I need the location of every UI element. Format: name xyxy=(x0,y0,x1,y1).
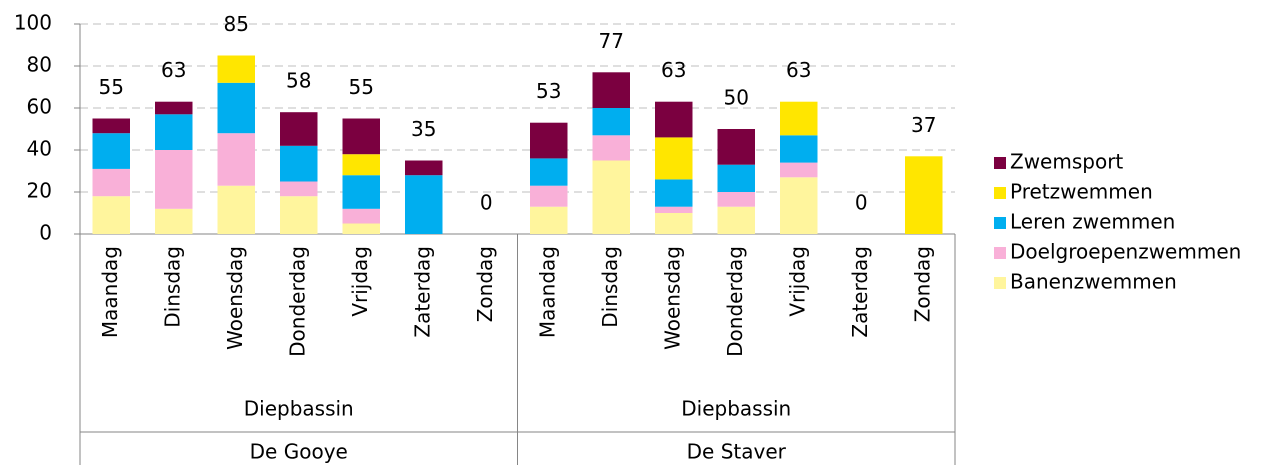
total-label: 63 xyxy=(161,58,186,82)
group-label: De Staver xyxy=(687,440,787,464)
bar-segment xyxy=(905,156,943,234)
bar-segment xyxy=(155,150,193,209)
bar-segment xyxy=(592,108,630,136)
x-tick-label: Woensdag xyxy=(660,246,684,350)
bar-segment xyxy=(217,82,255,134)
bar-segment xyxy=(342,118,380,155)
legend-swatch xyxy=(994,157,1006,169)
bar-segment xyxy=(655,179,693,207)
legend-label: Pretzwemmen xyxy=(1010,180,1153,204)
bar-segment xyxy=(530,206,568,234)
bar-segment xyxy=(217,55,255,83)
bar-segment xyxy=(280,181,318,197)
total-label: 37 xyxy=(911,113,936,137)
y-tick-label: 0 xyxy=(39,221,52,245)
total-label: 58 xyxy=(286,69,311,93)
bar-segment xyxy=(405,160,443,176)
legend-swatch xyxy=(994,217,1006,229)
y-tick-label: 80 xyxy=(27,53,52,77)
bar-segment xyxy=(780,177,818,234)
legend-label: Banenzwemmen xyxy=(1010,270,1177,294)
bar-segment xyxy=(92,133,130,169)
bar-segment xyxy=(342,208,380,224)
x-tick-label: Donderdag xyxy=(723,246,747,357)
total-label: 63 xyxy=(661,58,686,82)
bar-segment xyxy=(717,164,755,192)
y-tick-label: 100 xyxy=(14,11,52,35)
x-tick-label: Zondag xyxy=(473,246,497,322)
bar-segment xyxy=(217,185,255,234)
bar-segment xyxy=(780,135,818,163)
bar-segment xyxy=(342,175,380,209)
legend-swatch xyxy=(994,187,1006,199)
bar-segment xyxy=(155,114,193,150)
y-tick-label: 60 xyxy=(27,95,52,119)
subgroup-label: Diepbassin xyxy=(681,397,791,421)
x-tick-label: Woensdag xyxy=(223,246,247,350)
bar-segment xyxy=(655,213,693,234)
bar-segment xyxy=(155,101,193,115)
x-tick-label: Dinsdag xyxy=(598,246,622,328)
legend-swatch xyxy=(994,277,1006,289)
bar-segment xyxy=(217,133,255,186)
bar-segment xyxy=(92,168,130,197)
bar-segment xyxy=(280,112,318,146)
total-label: 55 xyxy=(99,75,124,99)
bar-segment xyxy=(530,158,568,186)
bar-segment xyxy=(592,72,630,108)
x-tick-label: Vrijdag xyxy=(348,246,372,317)
bar-segment xyxy=(405,175,443,234)
subgroup-label: Diepbassin xyxy=(244,397,354,421)
legend-label: Zwemsport xyxy=(1010,150,1123,174)
total-label: 53 xyxy=(536,79,561,103)
legend-label: Leren zwemmen xyxy=(1010,210,1175,234)
total-label: 63 xyxy=(786,58,811,82)
total-label: 77 xyxy=(599,29,624,53)
x-tick-label: Maandag xyxy=(535,246,559,338)
legend-swatch xyxy=(994,247,1006,259)
total-label: 0 xyxy=(480,191,493,215)
bar-segment xyxy=(280,145,318,182)
bar-segment xyxy=(342,223,380,234)
bar-segment xyxy=(655,101,693,138)
bar-segment xyxy=(280,196,318,234)
y-tick-label: 40 xyxy=(27,137,52,161)
total-label: 50 xyxy=(724,86,749,110)
bar-segment xyxy=(780,101,818,136)
bar-segment xyxy=(592,160,630,234)
bar-segment xyxy=(655,206,693,213)
bar-segment xyxy=(717,192,755,207)
x-tick-label: Zaterdag xyxy=(410,246,434,338)
total-label: 35 xyxy=(411,117,436,141)
bar-segment xyxy=(717,129,755,165)
x-tick-label: Donderdag xyxy=(285,246,309,357)
bar-segment xyxy=(92,196,130,234)
x-tick-label: Dinsdag xyxy=(160,246,184,328)
total-label: 85 xyxy=(224,12,249,36)
group-label: De Gooye xyxy=(250,440,348,464)
total-label: 55 xyxy=(349,75,374,99)
bar-segment xyxy=(92,118,130,134)
total-label: 0 xyxy=(855,191,868,215)
bar-segment xyxy=(155,208,193,234)
y-tick-label: 20 xyxy=(27,179,52,203)
bar-segment xyxy=(655,137,693,180)
bar-segment xyxy=(530,122,568,159)
bar-segment xyxy=(342,154,380,176)
x-tick-label: Maandag xyxy=(98,246,122,338)
bar-segment xyxy=(780,162,818,178)
bar-segment xyxy=(530,185,568,207)
legend-label: Doelgroepenzwemmen xyxy=(1010,240,1241,264)
x-tick-label: Vrijdag xyxy=(785,246,809,317)
bar-segment xyxy=(717,206,755,234)
x-tick-label: Zaterdag xyxy=(848,246,872,338)
bar-segment xyxy=(592,135,630,161)
x-tick-label: Zondag xyxy=(910,246,934,322)
